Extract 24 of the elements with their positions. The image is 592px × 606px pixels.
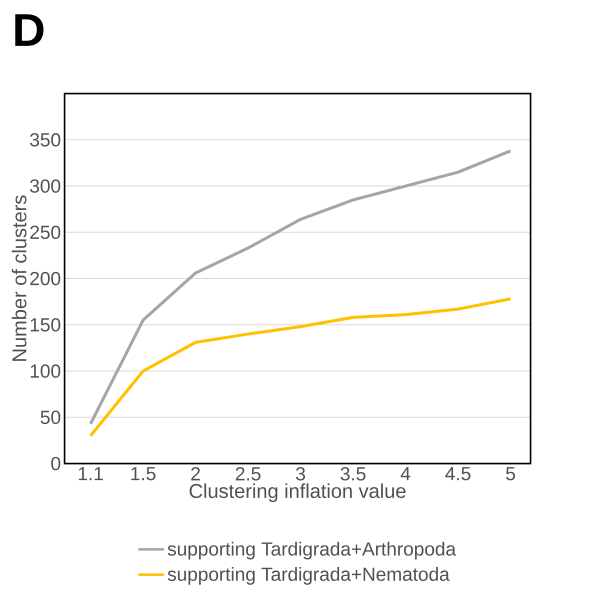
y-tick-label: 350 (30, 133, 60, 147)
y-tick-label: 50 (40, 410, 60, 424)
x-tick-label: 2 (191, 467, 200, 480)
legend-label: supporting Tardigrada+Nematoda (168, 567, 450, 585)
x-tick-label: 4 (400, 467, 410, 480)
x-tick-label: 1.5 (131, 467, 156, 480)
y-tick-label: 100 (30, 364, 60, 378)
y-tick-label: 250 (30, 226, 60, 240)
line-series (89, 297, 512, 438)
x-tick-label: 4.5 (445, 467, 470, 480)
line-series (89, 149, 512, 426)
x-tick-label: 3 (296, 467, 306, 481)
x-tick-label: 1.1 (78, 467, 103, 480)
legend-label: supporting Tardigrada+Arthropoda (168, 542, 456, 560)
y-axis-title: Number of clusters (12, 195, 26, 361)
y-tick-label: 0 (51, 456, 60, 470)
x-axis-title: Clustering inflation value (190, 483, 406, 502)
x-tick-label: 2.5 (236, 467, 260, 481)
x-tick-label: 5 (506, 467, 516, 480)
chart-title: D (15, 14, 44, 46)
y-tick-label: 200 (30, 272, 60, 286)
y-tick-label: 150 (30, 318, 60, 332)
x-tick-label: 3.5 (340, 467, 366, 481)
y-tick-label: 300 (30, 179, 60, 193)
